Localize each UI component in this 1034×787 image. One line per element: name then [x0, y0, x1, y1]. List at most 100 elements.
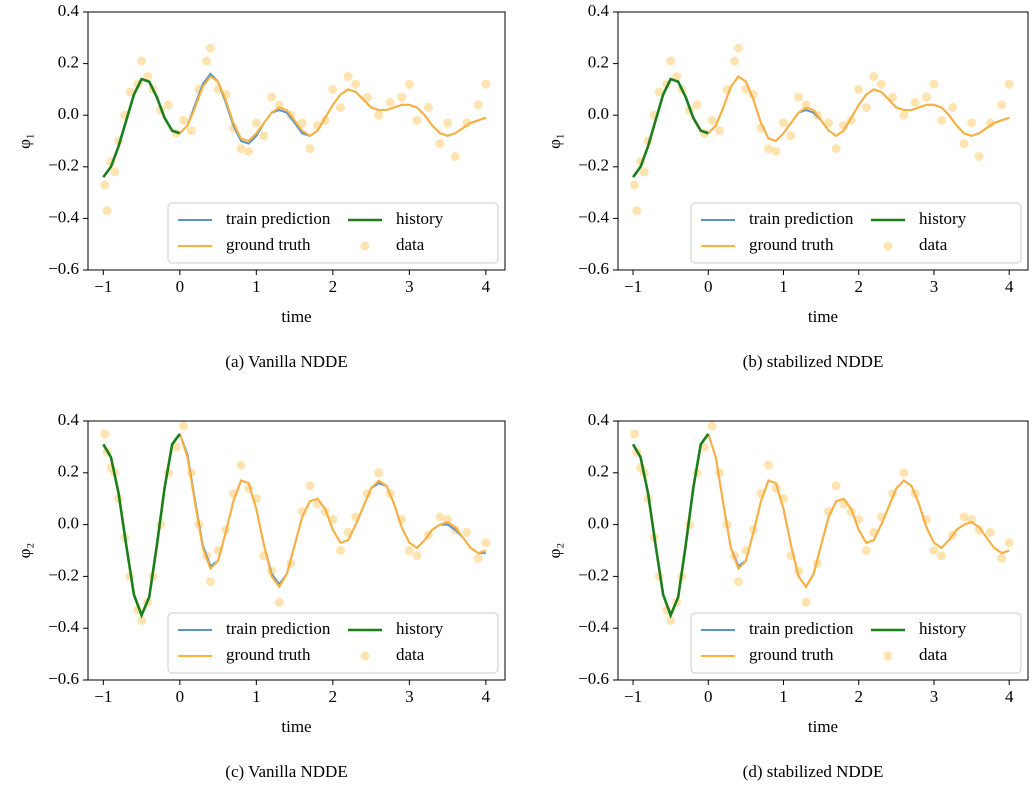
legend: train prediction ground truth history data	[690, 202, 1022, 264]
legend-label: ground truth	[749, 235, 834, 254]
data-point	[385, 97, 395, 107]
axes-frame	[617, 420, 1029, 681]
legend-swatch	[360, 651, 370, 661]
data-point	[244, 146, 254, 156]
legend-swatch	[883, 241, 893, 251]
y-axis-label: φ₁	[15, 133, 34, 149]
y-tick-label: −0.2	[48, 565, 79, 584]
data-point	[205, 577, 215, 587]
data-point	[936, 551, 946, 561]
y-tick-label: −0.6	[578, 669, 609, 688]
data-point	[404, 79, 414, 89]
data-point	[929, 546, 939, 555]
legend-label: ground truth	[749, 645, 834, 664]
legend-box	[690, 202, 1022, 264]
axes-frame	[87, 420, 506, 681]
data-point	[959, 512, 969, 522]
data-point	[179, 115, 189, 125]
data-point	[335, 102, 345, 112]
data-point	[328, 84, 338, 94]
data-point	[267, 92, 277, 102]
data-point	[997, 100, 1007, 110]
legend-label: history	[919, 209, 967, 228]
data-point	[423, 102, 433, 112]
subplot: −1 0 1 2 3 4 −0.6 −0.4 −0.2 0.0 0.2 0.4 time φ₁ (b) st…	[545, 1, 1029, 371]
legend-box	[167, 612, 499, 674]
x-tick-label: −1	[624, 687, 642, 706]
x-axis-label: time	[808, 307, 838, 326]
line-history	[102, 433, 181, 619]
line-history	[631, 433, 710, 619]
data-point	[899, 110, 909, 120]
x-tick-label: 2	[854, 277, 863, 296]
caption: (d) stabilized NDDE	[743, 762, 884, 781]
plot-area	[630, 43, 1014, 216]
data-point	[985, 527, 995, 537]
legend-label: ground truth	[226, 235, 311, 254]
legend-box	[690, 612, 1022, 674]
data-point	[639, 167, 649, 177]
line-history	[631, 77, 709, 178]
data-point	[888, 92, 898, 102]
legend-box	[167, 202, 499, 264]
data-point	[435, 139, 445, 149]
y-tick-label: 0.0	[58, 514, 79, 533]
axes-frame	[87, 11, 506, 271]
x-tick-label: 3	[405, 277, 414, 296]
x-tick-label: 2	[854, 687, 863, 706]
legend-label: train prediction	[749, 209, 854, 228]
data-point	[899, 468, 909, 478]
caption: (b) stabilized NDDE	[743, 352, 884, 371]
data-point	[869, 72, 879, 81]
data-point	[794, 92, 804, 102]
y-tick-label: 0.0	[58, 104, 79, 123]
data-point	[343, 72, 353, 81]
data-point	[786, 131, 796, 141]
data-point	[412, 115, 422, 125]
legend: train prediction ground truth history data	[167, 612, 499, 674]
data-point	[473, 100, 483, 110]
data-point	[831, 144, 841, 154]
data-point	[630, 180, 640, 190]
data-point	[779, 118, 789, 128]
data-point	[143, 72, 153, 81]
data-point	[473, 553, 483, 563]
y-tick-label: 0.4	[58, 1, 80, 20]
data-point	[374, 110, 384, 120]
data-point	[831, 481, 841, 491]
data-point	[137, 615, 147, 625]
data-point	[692, 100, 702, 110]
data-point	[974, 525, 984, 535]
data-point	[948, 102, 958, 112]
legend-label: train prediction	[226, 619, 331, 638]
x-tick-label: −1	[94, 277, 112, 296]
data-point	[771, 146, 781, 156]
y-tick-label: 0.4	[588, 1, 610, 20]
legend-label: data	[396, 645, 425, 664]
y-tick-label: 0.2	[588, 462, 609, 481]
line-ground-truth	[707, 433, 1010, 589]
legend-label: data	[396, 235, 425, 254]
data-point	[351, 79, 361, 89]
line-ground-truth	[179, 75, 487, 143]
data-point	[730, 56, 740, 66]
y-axis-label: φ₁	[545, 133, 564, 149]
x-axis-label: time	[281, 717, 311, 736]
data-point	[910, 97, 920, 107]
data-point	[443, 118, 453, 128]
legend-label: history	[919, 619, 967, 638]
subplot: −1 0 1 2 3 4 −0.6 −0.4 −0.2 0.0 0.2 0.4 time φ₂ (d) st…	[545, 410, 1029, 781]
x-tick-label: 2	[329, 687, 338, 706]
data-point	[462, 527, 472, 537]
data-point	[259, 131, 269, 141]
data-point	[854, 84, 864, 94]
data-point	[824, 118, 834, 128]
data-point	[404, 546, 414, 555]
data-point	[876, 79, 886, 89]
x-tick-label: 2	[329, 277, 338, 296]
legend-label: ground truth	[226, 645, 311, 664]
data-point	[763, 460, 773, 470]
data-point	[305, 481, 315, 491]
subplot: −1 0 1 2 3 4 −0.6 −0.4 −0.2 0.0 0.2 0.4 time φ₁ (a) Va…	[15, 1, 506, 371]
